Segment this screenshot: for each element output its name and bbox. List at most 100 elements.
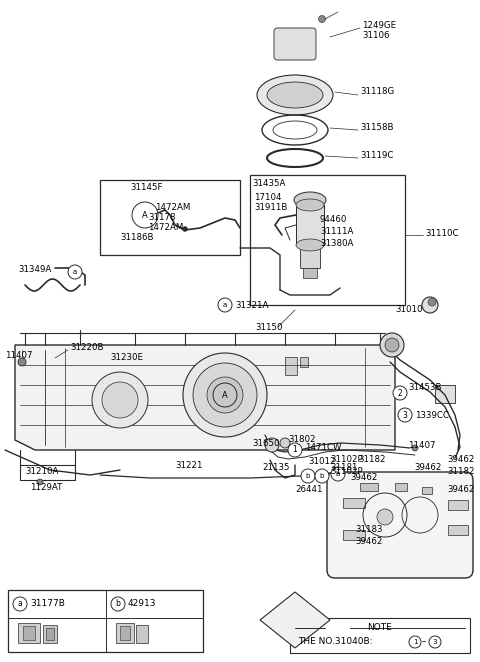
- Text: 1339CC: 1339CC: [415, 410, 449, 420]
- Text: a: a: [18, 600, 23, 608]
- Circle shape: [265, 438, 279, 452]
- Text: 1129AT: 1129AT: [30, 483, 62, 493]
- Bar: [116, 623, 134, 643]
- Text: 31349A: 31349A: [18, 265, 51, 275]
- Text: 11407: 11407: [408, 440, 435, 449]
- Text: 31010: 31010: [395, 305, 422, 314]
- Bar: [303, 268, 317, 278]
- Text: 31118G: 31118G: [360, 87, 394, 97]
- Text: 31110C: 31110C: [425, 228, 458, 238]
- Circle shape: [102, 382, 138, 418]
- Bar: [8, 590, 203, 652]
- Circle shape: [183, 353, 267, 437]
- Bar: [360, 483, 378, 491]
- Circle shape: [285, 32, 305, 52]
- Text: 31230E: 31230E: [110, 354, 143, 363]
- Bar: [300, 248, 320, 268]
- Bar: [343, 530, 365, 540]
- Circle shape: [182, 226, 188, 232]
- Circle shape: [429, 636, 441, 648]
- Text: b: b: [336, 471, 340, 477]
- Text: 1472AM: 1472AM: [155, 203, 191, 211]
- Text: 39462: 39462: [447, 455, 474, 465]
- Text: 31221: 31221: [175, 461, 203, 471]
- Circle shape: [111, 597, 125, 611]
- Text: 21135: 21135: [262, 463, 289, 473]
- Text: 1472AM: 1472AM: [148, 224, 183, 232]
- Circle shape: [207, 377, 243, 413]
- Text: 31650: 31650: [252, 438, 279, 448]
- Bar: [250, 175, 405, 305]
- Ellipse shape: [296, 199, 324, 211]
- Bar: [435, 385, 455, 403]
- Text: 31178: 31178: [148, 214, 176, 222]
- Text: 31435A: 31435A: [252, 179, 286, 187]
- Text: NOTE: NOTE: [368, 624, 392, 632]
- Circle shape: [37, 479, 43, 485]
- Bar: [23, 626, 35, 640]
- Text: 31380A: 31380A: [320, 240, 353, 248]
- Circle shape: [377, 509, 393, 525]
- Bar: [18, 623, 40, 643]
- Text: 31106: 31106: [362, 30, 389, 40]
- Text: 31182: 31182: [447, 467, 475, 477]
- Text: 31220B: 31220B: [70, 344, 104, 352]
- Bar: [100, 180, 240, 255]
- Circle shape: [68, 265, 82, 279]
- Polygon shape: [260, 592, 330, 648]
- Ellipse shape: [273, 121, 317, 139]
- Text: 31102P: 31102P: [330, 467, 362, 477]
- Text: 3: 3: [403, 410, 408, 420]
- Bar: [448, 500, 468, 510]
- Circle shape: [288, 443, 302, 457]
- Ellipse shape: [296, 239, 324, 251]
- Text: 31802: 31802: [288, 436, 315, 444]
- FancyBboxPatch shape: [274, 28, 316, 60]
- Circle shape: [92, 372, 148, 428]
- Text: b: b: [306, 473, 310, 479]
- Bar: [46, 628, 54, 640]
- Text: –: –: [422, 638, 426, 647]
- Circle shape: [422, 297, 438, 313]
- Text: 94460: 94460: [320, 216, 348, 224]
- Circle shape: [409, 636, 421, 648]
- Text: a: a: [223, 302, 227, 308]
- Text: 1471CW: 1471CW: [305, 444, 341, 453]
- Text: 31177B: 31177B: [30, 600, 65, 608]
- Bar: [296, 205, 324, 245]
- Bar: [290, 618, 470, 653]
- Text: 26441: 26441: [295, 485, 323, 495]
- Bar: [120, 626, 130, 640]
- Circle shape: [398, 408, 412, 422]
- Circle shape: [18, 358, 26, 366]
- Text: A: A: [142, 211, 148, 220]
- Ellipse shape: [294, 192, 326, 208]
- Text: b: b: [116, 600, 120, 608]
- Text: 3: 3: [433, 639, 437, 645]
- FancyBboxPatch shape: [327, 472, 473, 578]
- Text: 31119C: 31119C: [360, 152, 394, 160]
- Bar: [43, 625, 57, 643]
- Circle shape: [13, 597, 27, 611]
- Text: 1249GE: 1249GE: [362, 21, 396, 30]
- Bar: [300, 357, 308, 367]
- Text: a: a: [73, 269, 77, 275]
- Circle shape: [193, 363, 257, 427]
- Bar: [343, 498, 365, 508]
- Text: 31453B: 31453B: [408, 383, 442, 393]
- Text: 39462: 39462: [350, 473, 377, 481]
- Circle shape: [132, 202, 158, 228]
- Text: 42913: 42913: [128, 600, 156, 608]
- Circle shape: [280, 438, 290, 448]
- Text: 11407: 11407: [5, 352, 33, 361]
- Circle shape: [213, 383, 237, 407]
- Circle shape: [301, 469, 315, 483]
- Text: 31111A: 31111A: [320, 228, 353, 236]
- Circle shape: [380, 333, 404, 357]
- Bar: [395, 483, 407, 491]
- Circle shape: [315, 469, 329, 483]
- Text: 31150: 31150: [255, 324, 283, 332]
- Text: A: A: [222, 391, 228, 399]
- Bar: [448, 525, 468, 535]
- Text: 39462: 39462: [355, 536, 383, 545]
